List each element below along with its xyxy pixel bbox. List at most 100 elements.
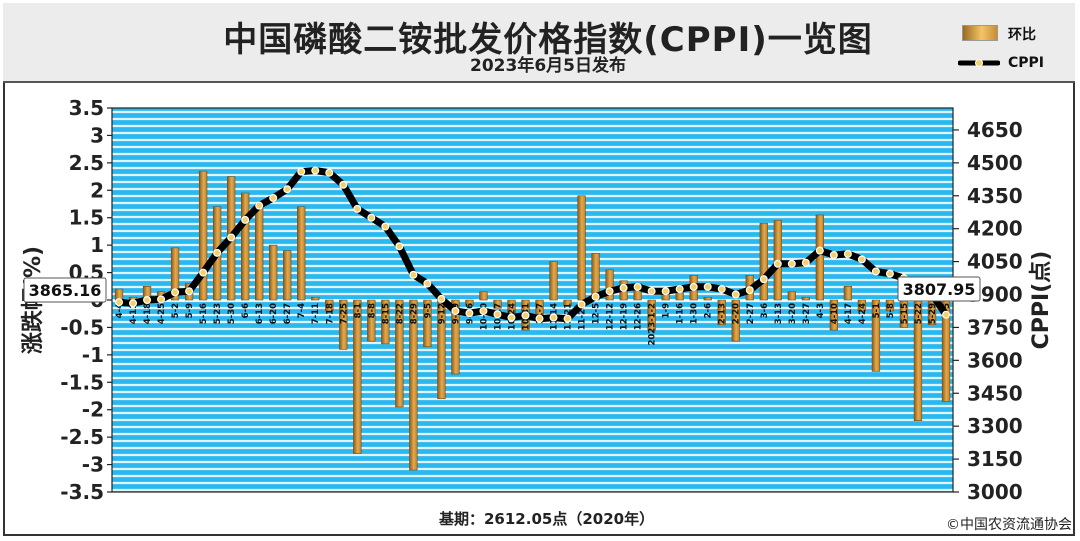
right-tick-label: 3600 — [967, 348, 1023, 372]
left-tick-label: 1 — [90, 233, 104, 257]
bar-8-29 — [409, 299, 418, 471]
bar-4-17 — [843, 285, 853, 301]
x-tick-label: 8-1 — [353, 303, 363, 318]
bar-11-14 — [549, 261, 558, 301]
bar-2-20 — [731, 299, 740, 342]
x-tick-label: 4-17 — [844, 303, 854, 324]
cppi-point-6-20 — [269, 193, 278, 202]
cppi-point-5-23 — [213, 248, 222, 257]
cppi-point-4-4 — [115, 298, 124, 307]
right-tick-label: 3450 — [967, 381, 1023, 405]
cppi-point-12-12 — [605, 287, 614, 296]
left-tick-label: -0.5 — [60, 315, 104, 339]
cppi-point-11-28 — [577, 300, 586, 309]
x-tick-label: 12-12 — [606, 303, 616, 330]
x-tick-label: 5-30 — [227, 303, 237, 324]
left-tick-label: 2.5 — [69, 151, 104, 175]
left-tick-label: -2 — [82, 398, 104, 422]
bar-2023-1-2 — [647, 299, 656, 331]
bar-2-13 — [717, 299, 726, 325]
cppi-point-3-20 — [787, 259, 796, 268]
x-tick-label: 1-9 — [662, 303, 672, 318]
x-tick-label: 4-11 — [129, 303, 139, 324]
cppi-point-10-10 — [479, 306, 488, 315]
x-tick-label: 12-26 — [634, 303, 644, 330]
bar-1-9 — [661, 294, 670, 301]
legend: 环比 CPPI — [958, 21, 1073, 76]
cppi-point-7-11 — [311, 166, 320, 175]
cppi-point-1-9 — [661, 287, 670, 296]
right-tick-label: 4350 — [967, 184, 1023, 208]
left-tick-label: -3.5 — [60, 480, 104, 504]
x-tick-label: 6-27 — [283, 303, 293, 324]
x-tick-label: 5-29 — [928, 303, 938, 324]
bar-9-26 — [465, 299, 474, 306]
left-tick-label: 3 — [90, 123, 104, 147]
x-tick-label: 2-27 — [746, 303, 756, 324]
cppi-point-5-30 — [227, 233, 236, 242]
right-tick-label: 3300 — [967, 414, 1023, 438]
start-value-label-box — [23, 277, 107, 303]
cppi-point-8-8 — [367, 213, 376, 222]
cppi-point-9-5 — [423, 279, 432, 288]
x-tick-label: 4-18 — [143, 303, 153, 324]
x-tick-label: 4-10 — [830, 303, 840, 324]
cppi-point-4-18 — [143, 296, 152, 305]
cppi-point-11-21 — [563, 314, 572, 323]
bar-10-17 — [493, 299, 502, 309]
start-value-label: 3865.16 — [29, 281, 102, 300]
cppi-point-3-6 — [759, 275, 768, 284]
bar-11-21 — [563, 299, 572, 306]
cppi-point-6-6 — [241, 215, 250, 224]
cppi-point-9-12 — [437, 294, 446, 303]
cppi-point-8-1 — [353, 204, 362, 213]
bar-2-6 — [703, 296, 712, 301]
x-tick-label: 3-20 — [788, 303, 798, 324]
x-tick-label: 2-6 — [704, 303, 714, 318]
x-tick-label: 5-16 — [199, 303, 209, 324]
left-tick-label: 1.5 — [69, 206, 104, 230]
left-tick-label: 2 — [90, 178, 104, 202]
cppi-point-12-26 — [633, 282, 642, 291]
cppi-point-11-7 — [535, 314, 544, 323]
cppi-point-2023-1-2 — [647, 287, 656, 296]
x-tick-label: 2-20 — [732, 303, 742, 324]
end-value-label-box — [897, 276, 981, 302]
x-tick-label: 7-4 — [297, 303, 307, 318]
cppi-point-5-2 — [171, 288, 180, 297]
bar-5-8 — [885, 299, 895, 312]
cppi-point-11-14 — [549, 313, 558, 322]
right-tick-label: 4650 — [967, 118, 1023, 142]
bar-12-12 — [605, 269, 614, 301]
x-tick-label: 3-27 — [802, 303, 812, 324]
base-note: 基期：2612.05点（2020年） — [439, 510, 655, 528]
cppi-point-10-31 — [521, 311, 530, 320]
bar-9-5 — [423, 299, 432, 347]
cppi-point-4-10 — [829, 251, 838, 260]
right-tick-label: 3150 — [967, 447, 1023, 471]
bar-8-22 — [395, 299, 404, 408]
x-tick-label: 1-30 — [690, 303, 700, 324]
bar-6-20 — [269, 244, 278, 301]
x-tick-label: 11-28 — [578, 303, 588, 330]
x-tick-label: 7-18 — [325, 303, 335, 324]
bar-5-1 — [871, 299, 881, 372]
bar-6-13 — [255, 203, 264, 301]
cppi-point-12-5 — [591, 292, 600, 301]
right-tick-label: 4200 — [967, 217, 1023, 241]
x-tick-label: 8-8 — [367, 303, 377, 318]
cppi-point-5-9 — [185, 287, 194, 296]
cppi-point-2-6 — [703, 282, 712, 291]
left-tick-label: 3.5 — [69, 96, 104, 120]
chart-title: 中国磷酸二铵批发价格指数(CPPI)一览图 — [223, 20, 873, 60]
legend-bar-label: 环比 — [1008, 27, 1036, 43]
cppi-point-6-27 — [283, 185, 292, 194]
cppi-point-5-16 — [199, 268, 208, 277]
cppi-point-7-25 — [339, 180, 348, 189]
right-tick-label: 4500 — [967, 151, 1023, 175]
bar-3-6 — [759, 222, 768, 301]
bar-7-4 — [297, 206, 306, 301]
x-tick-label: 9-12 — [437, 303, 447, 324]
bar-7-25 — [339, 299, 348, 350]
